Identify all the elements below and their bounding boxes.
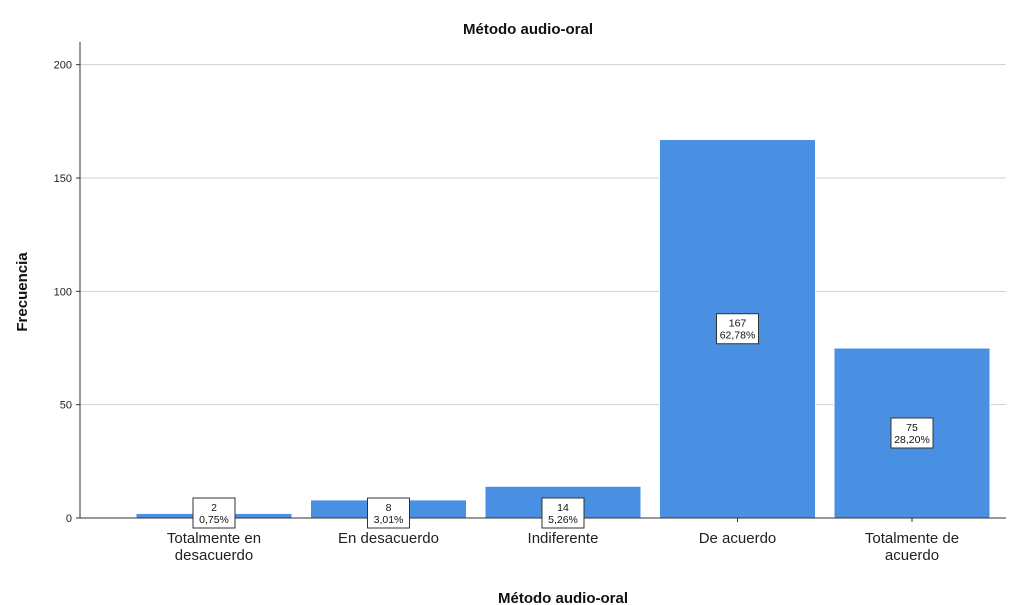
- bar-layer: [135, 138, 991, 519]
- x-tick-label-line: acuerdo: [885, 547, 939, 564]
- x-tick-label: Totalmente de acuerdo: [865, 530, 959, 564]
- x-tick-label-line: Indiferente: [528, 530, 599, 547]
- y-tick-label: 200: [54, 60, 72, 72]
- data-label-box: [541, 497, 585, 529]
- data-label-count: 167: [729, 318, 747, 330]
- data-label: 20,75%: [192, 497, 236, 529]
- x-tick-label-line: En desacuerdo: [338, 530, 439, 547]
- x-tick-label: Indiferente: [528, 530, 599, 547]
- data-label-box: [716, 313, 759, 345]
- axis-layer: 0 50 100 150 200 Totalmente en desacuerdo En de…: [54, 42, 1006, 564]
- data-label: 83,01%: [367, 497, 410, 529]
- y-tick-label: 100: [54, 286, 72, 298]
- y-tick-label: 0: [66, 513, 72, 525]
- y-tick-label: 150: [54, 173, 72, 185]
- data-label-box: [890, 417, 934, 449]
- y-axis-label: Frecuencia: [14, 252, 31, 332]
- data-label-count: 75: [906, 422, 918, 434]
- x-tick-label: En desacuerdo: [338, 530, 439, 547]
- y-tick-label: 50: [60, 400, 72, 412]
- x-axis-label: Método audio-oral: [498, 590, 628, 605]
- data-label-percent: 62,78%: [720, 330, 756, 342]
- data-label-count: 8: [386, 502, 392, 514]
- data-label-percent: 28,20%: [894, 434, 930, 446]
- x-tick-label-line: De acuerdo: [699, 530, 777, 547]
- x-tick-label-line: Totalmente en: [167, 530, 261, 547]
- data-label-count: 14: [557, 502, 569, 514]
- data-label-percent: 5,26%: [548, 514, 578, 526]
- x-tick-label: De acuerdo: [699, 530, 777, 547]
- data-label-count: 2: [211, 502, 217, 514]
- data-label-box: [192, 497, 236, 529]
- x-tick-label-line: Totalmente de: [865, 530, 959, 547]
- x-tick-label: Totalmente en desacuerdo: [167, 530, 261, 564]
- data-label-box: [367, 497, 410, 529]
- x-tick-label-line: desacuerdo: [175, 547, 253, 564]
- data-label-percent: 0,75%: [199, 514, 229, 526]
- data-label: 145,26%: [541, 497, 585, 529]
- data-label-percent: 3,01%: [374, 514, 404, 526]
- chart-title: Método audio-oral: [463, 21, 593, 38]
